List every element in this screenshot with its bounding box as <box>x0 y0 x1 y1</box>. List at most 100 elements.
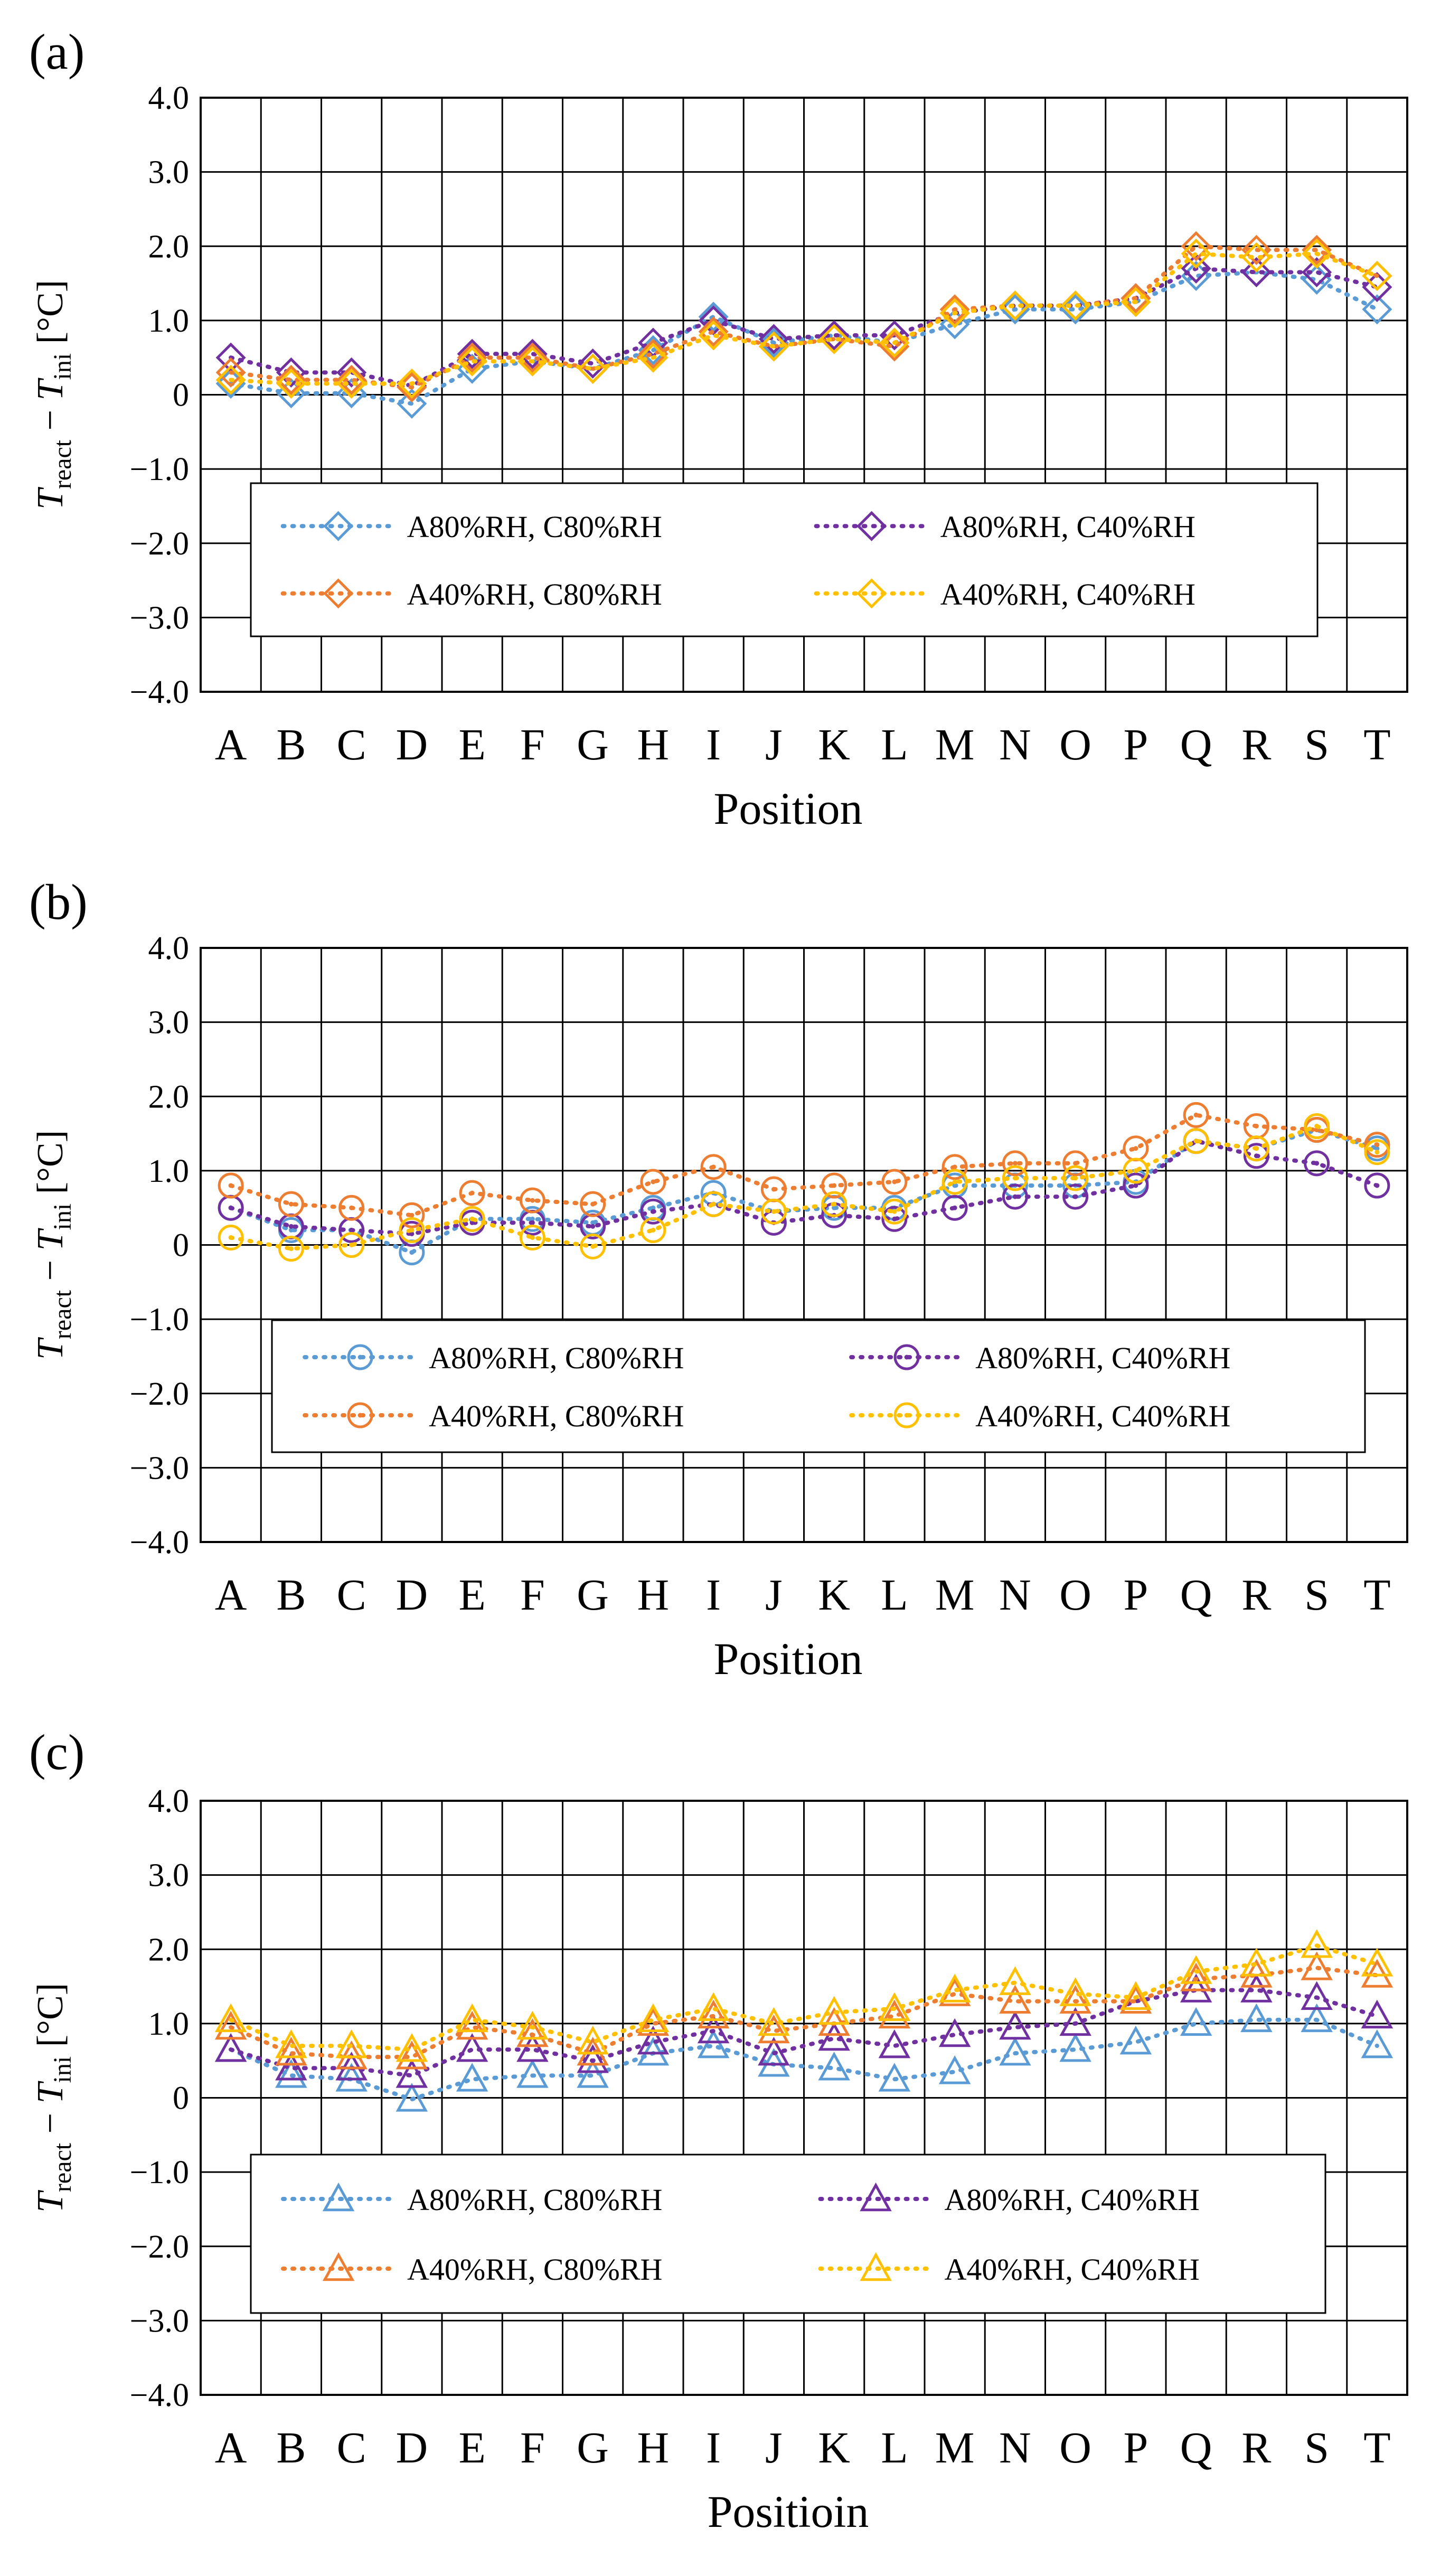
data-point-dot <box>1314 1124 1320 1129</box>
x-tick-label: P <box>1124 2423 1148 2472</box>
data-point-dot <box>1012 1194 1018 1199</box>
data-point <box>637 2025 670 2055</box>
data-point-dot <box>1073 1176 1078 1181</box>
chart-panel-1: (a) 4.0 3.0 2.0 1.0 0 −1.0 −2.0 −3.0 −4.0 A B C D E F G H… <box>29 24 1408 834</box>
x-tick-label: N <box>999 1571 1031 1620</box>
x-tick-label: M <box>935 1571 975 1620</box>
y-tick-label: −1.0 <box>130 2155 189 2190</box>
x-tick-label: R <box>1241 1571 1271 1620</box>
x-tick-label: L <box>881 2423 908 2472</box>
data-point <box>276 364 306 395</box>
data-point <box>881 1198 908 1225</box>
x-tick-label: G <box>577 1571 609 1620</box>
data-point <box>1301 2003 1333 2033</box>
legend-entry: A80%RH, C40%RH <box>814 510 1195 544</box>
data-point <box>397 388 427 419</box>
data-point <box>456 2063 488 2092</box>
data-point-dot <box>1314 1161 1320 1166</box>
data-point <box>338 1232 365 1258</box>
y-tick-label: −1.0 <box>130 1302 189 1338</box>
legend-entry: A80%RH, C40%RH <box>818 2182 1200 2217</box>
data-point <box>881 1169 908 1195</box>
y-tick-label: 0 <box>173 2081 189 2117</box>
legend-marker <box>860 2182 892 2212</box>
x-tick-label: P <box>1124 720 1148 769</box>
legend-entry: A40%RH, C80%RH <box>280 577 662 612</box>
data-point-dot <box>590 1244 596 1249</box>
data-point <box>580 1233 606 1259</box>
data-point <box>1002 1165 1028 1191</box>
data-point-dot <box>228 1235 233 1240</box>
data-point <box>1241 242 1272 272</box>
x-tick-label: J <box>765 2423 783 2472</box>
data-point-dot <box>651 1205 656 1210</box>
data-point <box>1364 1172 1390 1199</box>
legend-entry: A80%RH, C80%RH <box>303 1341 684 1375</box>
y-tick-label: 2.0 <box>148 1079 190 1115</box>
data-point-dot <box>1254 1146 1259 1151</box>
x-tick-label: B <box>276 720 306 769</box>
y-tick-label: −2.0 <box>130 526 189 562</box>
plot-area-border <box>200 97 1408 693</box>
legend-entry: A80%RH, C80%RH <box>280 510 662 544</box>
legend-marker-dot <box>904 1355 909 1360</box>
x-tick-label: K <box>818 720 850 769</box>
data-point-dot <box>409 1231 415 1236</box>
y-tick-label: 1.0 <box>148 2006 190 2042</box>
data-point <box>697 2014 730 2044</box>
legend-label: A40%RH, C40%RH <box>975 1399 1230 1433</box>
data-point <box>275 2059 307 2088</box>
data-point-dot <box>1254 1124 1259 1129</box>
data-point <box>1123 1158 1149 1184</box>
legend-label: A80%RH, C80%RH <box>407 2183 662 2217</box>
data-point-dot <box>952 1205 957 1210</box>
data-point <box>700 1154 727 1180</box>
data-point-dot <box>1073 1161 1078 1166</box>
data-point <box>1240 1948 1273 1977</box>
data-point-dot <box>892 1209 897 1214</box>
data-point-dot <box>1012 1161 1018 1166</box>
x-tick-label: A <box>215 1571 247 1620</box>
data-point <box>577 2059 609 2088</box>
data-point <box>1241 234 1272 265</box>
data-point-dot <box>952 1164 957 1170</box>
data-point <box>942 1154 968 1180</box>
data-point <box>1123 1172 1149 1199</box>
data-point-dot <box>892 1179 897 1184</box>
panel-label: (b) <box>29 874 88 930</box>
legend-marker <box>323 511 354 541</box>
x-tick-label: S <box>1304 2423 1329 2472</box>
data-point <box>457 339 487 369</box>
x-tick-label: F <box>520 720 545 769</box>
data-point-dot <box>711 1164 716 1170</box>
data-point <box>1121 283 1151 314</box>
data-point <box>1243 1143 1269 1169</box>
data-point-dot <box>590 1224 596 1229</box>
data-point <box>1361 1948 1394 1977</box>
data-point-dot <box>228 1205 233 1210</box>
legend: A80%RH, C80%RH A80%RH, C40%RH A40%RH, C80%… <box>271 1319 1366 1453</box>
data-point <box>821 1191 848 1217</box>
data-point-dot <box>469 1190 475 1196</box>
data-point <box>1121 287 1151 317</box>
y-tick-label: −2.0 <box>130 1376 189 1412</box>
data-point <box>1362 294 1392 325</box>
x-tick-label: D <box>396 1571 428 1620</box>
data-point <box>942 1169 968 1195</box>
y-tick-label: 3.0 <box>148 155 190 191</box>
y-tick-label: −2.0 <box>130 2229 189 2265</box>
data-point <box>577 2025 609 2055</box>
panel-label: (a) <box>29 24 84 80</box>
data-point <box>1000 290 1030 321</box>
data-point <box>1060 290 1091 321</box>
data-point <box>818 1996 850 2025</box>
data-point <box>640 1217 666 1243</box>
data-point <box>517 342 548 373</box>
data-point <box>516 2010 549 2040</box>
data-point <box>278 1236 304 1262</box>
legend-entry: A80%RH, C80%RH <box>281 2182 662 2217</box>
data-point-dot <box>832 1201 837 1207</box>
data-point-dot <box>771 1209 776 1214</box>
data-point <box>1364 1139 1390 1165</box>
